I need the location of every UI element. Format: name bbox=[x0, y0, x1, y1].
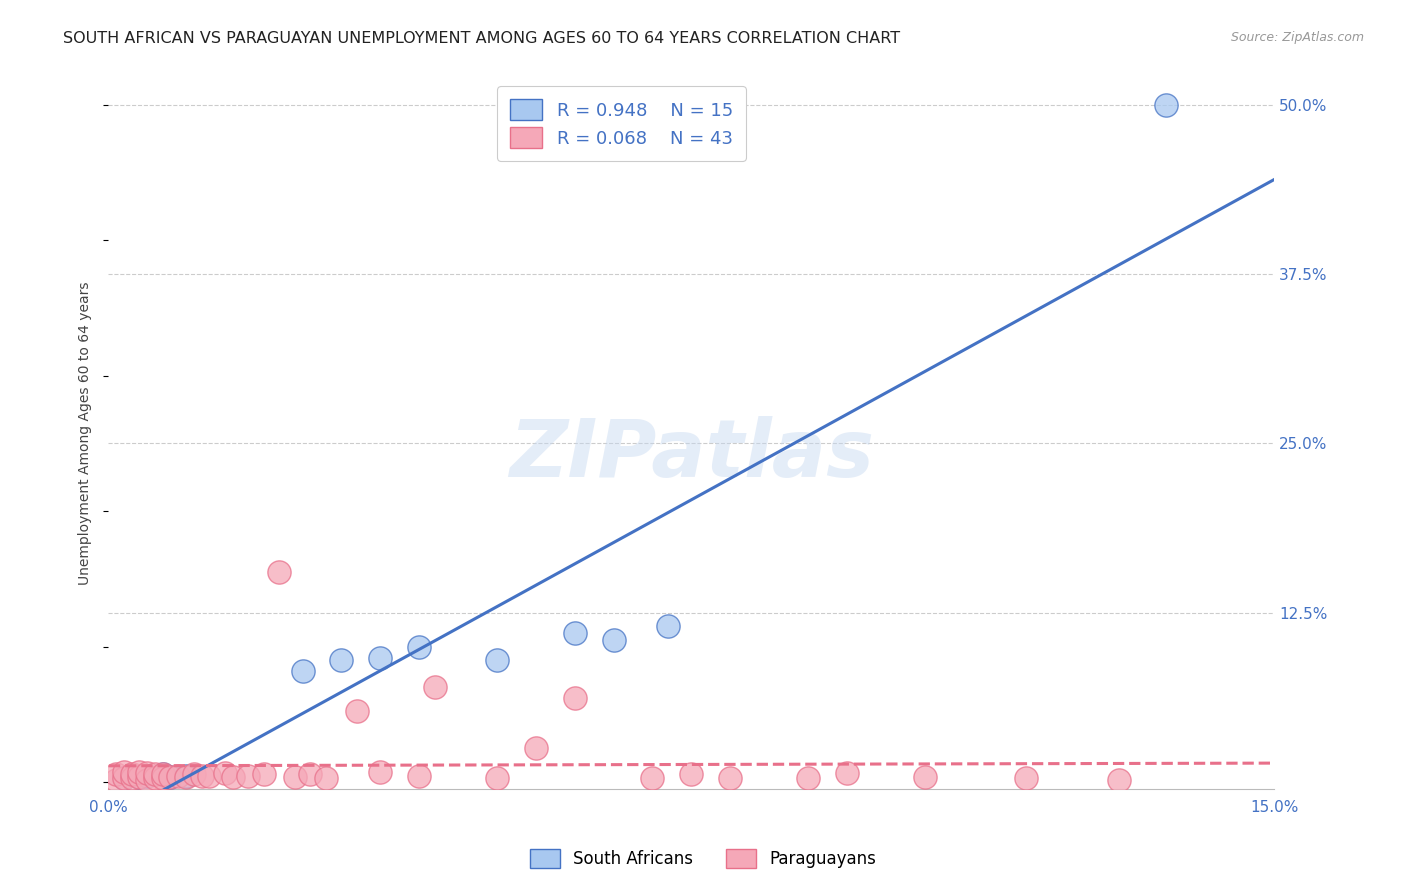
Point bbox=[269, 566, 291, 580]
Point bbox=[136, 772, 159, 787]
Point bbox=[797, 772, 820, 786]
Point bbox=[1154, 97, 1177, 112]
Point bbox=[408, 768, 430, 782]
Point bbox=[112, 772, 135, 786]
Point bbox=[121, 767, 143, 781]
Point bbox=[152, 767, 174, 781]
Point bbox=[641, 772, 664, 786]
Point bbox=[718, 772, 741, 786]
Point bbox=[214, 765, 236, 780]
Point bbox=[330, 653, 353, 667]
Point bbox=[136, 765, 159, 780]
Point bbox=[174, 768, 197, 782]
Point bbox=[105, 772, 128, 787]
Point bbox=[835, 765, 858, 780]
Point bbox=[136, 768, 159, 782]
Point bbox=[152, 767, 174, 781]
Point bbox=[370, 764, 392, 779]
Point bbox=[238, 768, 260, 782]
Point bbox=[190, 768, 212, 782]
Point bbox=[159, 770, 181, 784]
Point bbox=[370, 650, 392, 665]
Point bbox=[121, 772, 143, 786]
Point bbox=[167, 768, 190, 782]
Point bbox=[128, 764, 150, 779]
Point bbox=[284, 770, 307, 784]
Point bbox=[485, 653, 508, 667]
Text: SOUTH AFRICAN VS PARAGUAYAN UNEMPLOYMENT AMONG AGES 60 TO 64 YEARS CORRELATION C: SOUTH AFRICAN VS PARAGUAYAN UNEMPLOYMENT… bbox=[63, 31, 900, 46]
Point bbox=[346, 704, 368, 718]
Point bbox=[152, 772, 174, 786]
Point bbox=[221, 770, 243, 784]
Legend: R = 0.948    N = 15, R = 0.068    N = 43: R = 0.948 N = 15, R = 0.068 N = 43 bbox=[498, 87, 745, 161]
Legend: South Africans, Paraguayans: South Africans, Paraguayans bbox=[523, 842, 883, 875]
Point bbox=[174, 770, 197, 784]
Point bbox=[657, 619, 679, 633]
Point bbox=[112, 764, 135, 779]
Point bbox=[681, 767, 703, 781]
Point bbox=[112, 772, 135, 786]
Point bbox=[105, 767, 128, 781]
Text: Source: ZipAtlas.com: Source: ZipAtlas.com bbox=[1230, 31, 1364, 45]
Point bbox=[914, 770, 936, 784]
Point bbox=[143, 767, 166, 781]
Point bbox=[602, 633, 624, 648]
Point bbox=[315, 772, 337, 786]
Point bbox=[564, 626, 586, 640]
Point bbox=[299, 767, 322, 781]
Point bbox=[1108, 772, 1130, 787]
Point bbox=[128, 770, 150, 784]
Point bbox=[564, 691, 586, 706]
Point bbox=[183, 767, 205, 781]
Point bbox=[198, 768, 221, 782]
Point bbox=[253, 767, 276, 781]
Point bbox=[423, 681, 446, 695]
Point bbox=[485, 772, 508, 786]
Point bbox=[291, 664, 314, 678]
Text: ZIPatlas: ZIPatlas bbox=[509, 416, 873, 493]
Y-axis label: Unemployment Among Ages 60 to 64 years: Unemployment Among Ages 60 to 64 years bbox=[79, 282, 93, 585]
Point bbox=[159, 770, 181, 784]
Point bbox=[128, 770, 150, 784]
Point bbox=[1014, 772, 1036, 786]
Point bbox=[408, 640, 430, 654]
Point bbox=[524, 741, 547, 756]
Point bbox=[143, 772, 166, 786]
